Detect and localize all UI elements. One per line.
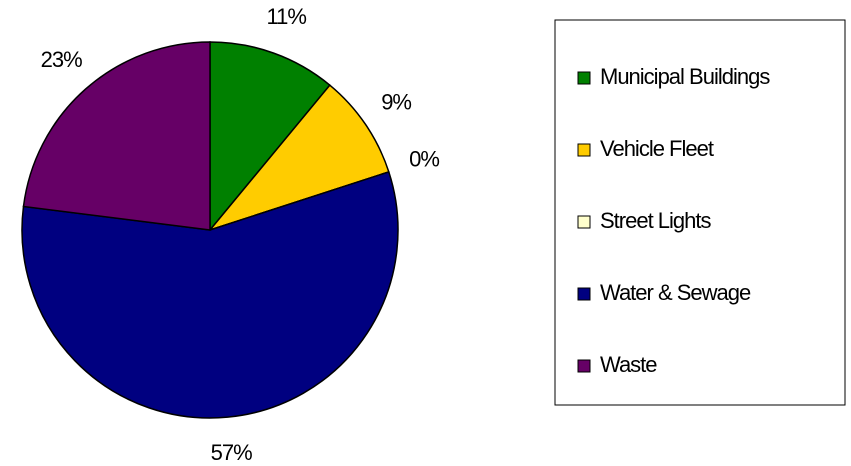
legend-label: Municipal Buildings bbox=[600, 64, 770, 89]
pie-slice bbox=[21, 170, 399, 419]
legend-swatch bbox=[577, 143, 591, 157]
legend-label: Waste bbox=[600, 352, 657, 377]
pie-slice bbox=[209, 41, 331, 233]
legend-box bbox=[554, 19, 846, 406]
pie-slice bbox=[22, 41, 211, 231]
legend-swatch bbox=[577, 71, 591, 85]
data-label: 0% bbox=[409, 146, 439, 171]
legend-label: Street Lights bbox=[600, 208, 712, 233]
data-label: 9% bbox=[381, 89, 411, 114]
legend-swatch bbox=[577, 359, 591, 373]
legend-swatch bbox=[577, 287, 591, 301]
legend-swatch bbox=[577, 215, 591, 229]
data-label: 23% bbox=[41, 47, 82, 72]
pie-slice bbox=[207, 84, 390, 232]
legend-label: Water & Sewage bbox=[600, 280, 751, 305]
legend-label: Vehicle Fleet bbox=[600, 136, 714, 161]
data-label: 57% bbox=[211, 440, 252, 461]
data-label: 11% bbox=[267, 4, 307, 29]
